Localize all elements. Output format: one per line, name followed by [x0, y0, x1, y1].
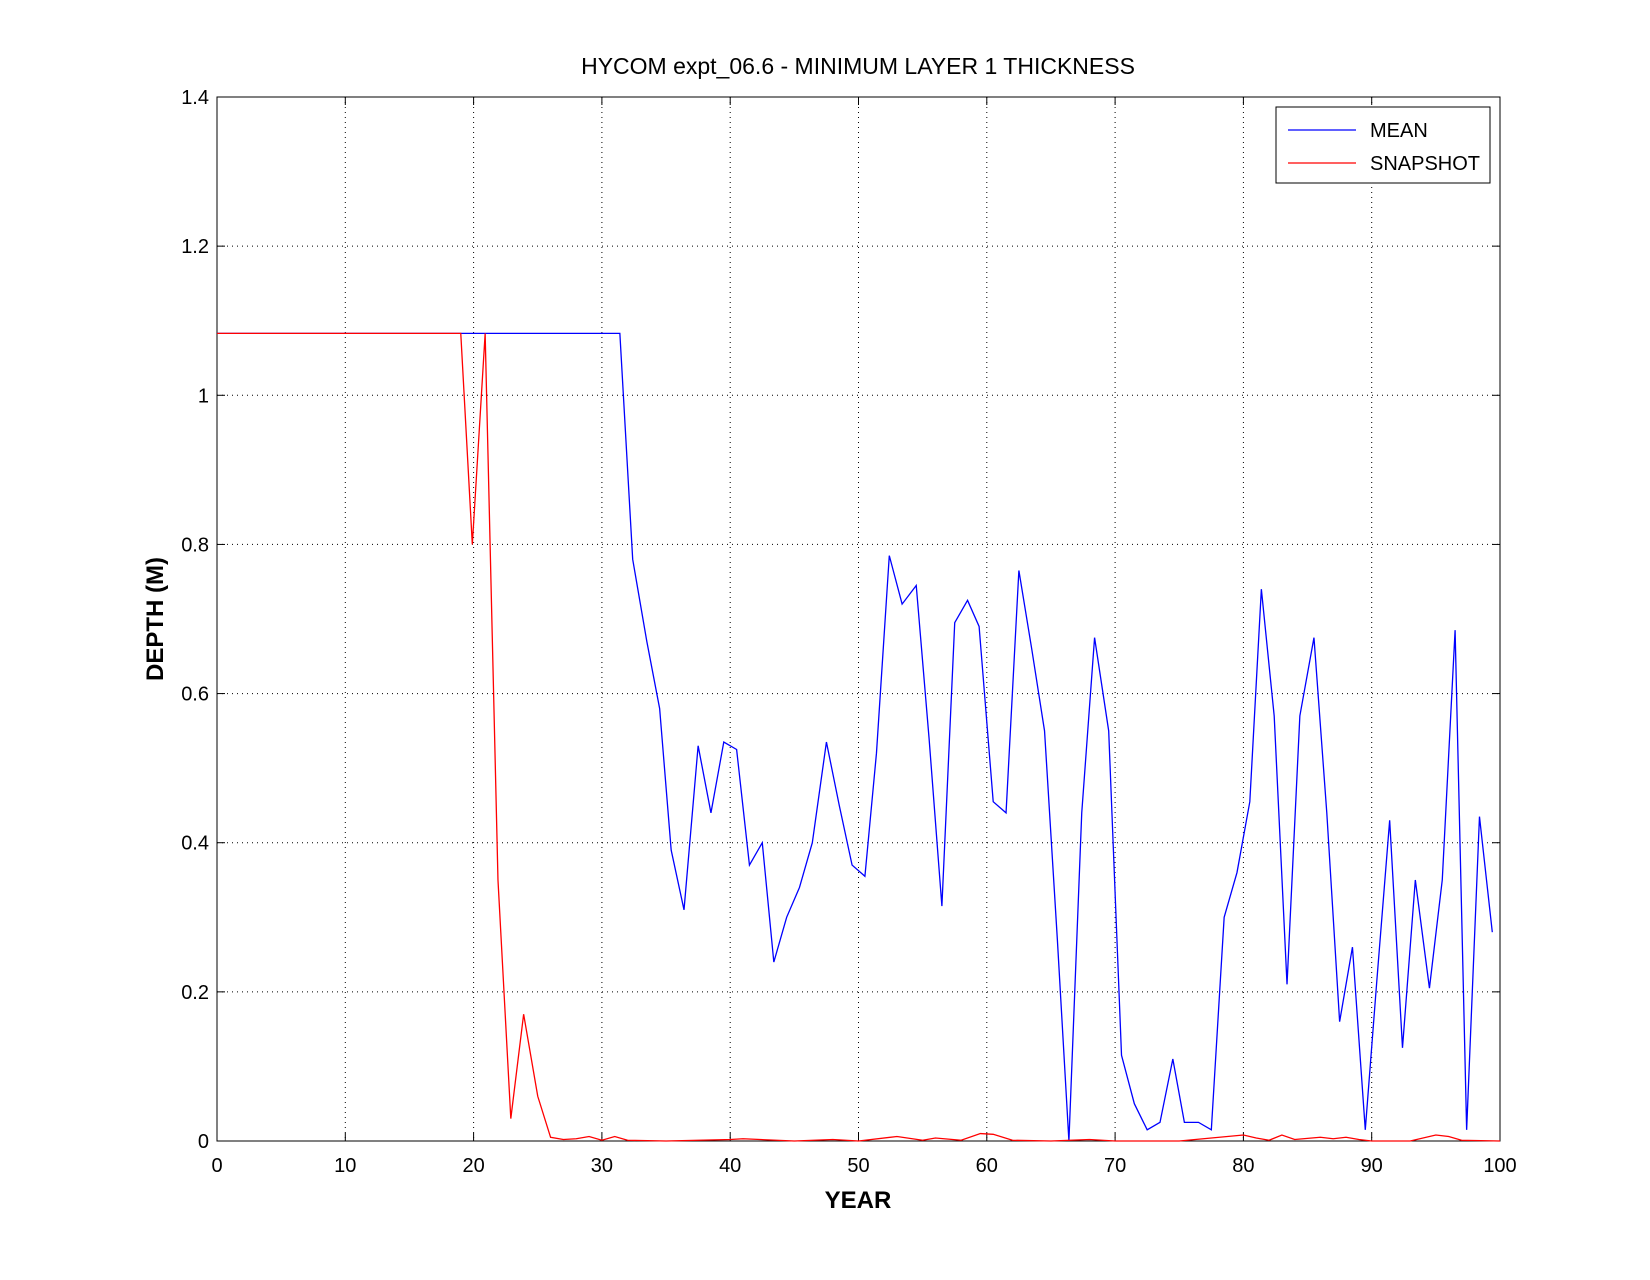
y-axis-label: DEPTH (M): [142, 557, 169, 681]
line-series: [217, 332, 1493, 1142]
chart-title: HYCOM expt_06.6 - MINIMUM LAYER 1 THICKN…: [581, 53, 1135, 79]
x-tick-label: 30: [591, 1155, 613, 1177]
x-tick-label: 40: [719, 1155, 741, 1177]
x-tick-label: 60: [976, 1155, 998, 1177]
y-tick-label: 0.8: [181, 534, 209, 556]
y-tick-label: 1.4: [181, 87, 209, 109]
legend-box: [1275, 106, 1491, 184]
y-tick-label: 0: [198, 1131, 209, 1153]
x-tick-label: 20: [462, 1155, 484, 1177]
x-tick-label: 80: [1232, 1155, 1254, 1177]
y-tick-label: 0.4: [181, 833, 209, 855]
y-tick-label: 1.2: [181, 236, 209, 258]
x-axis-label: YEAR: [825, 1187, 892, 1214]
line-series: [217, 332, 1501, 1142]
x-tick-label: 70: [1104, 1155, 1126, 1177]
legend-label: SNAPSHOT: [1370, 153, 1480, 175]
y-tick-label: 0.2: [181, 982, 209, 1004]
y-tick-label: 0.6: [181, 684, 209, 706]
x-tick-label: 90: [1361, 1155, 1383, 1177]
x-tick-label: 100: [1483, 1155, 1516, 1177]
y-tick-label: 1: [198, 385, 209, 407]
x-tick-label: 50: [847, 1155, 869, 1177]
plot-area: [217, 97, 1500, 1141]
x-tick-label: 10: [334, 1155, 356, 1177]
legend-label: MEAN: [1370, 120, 1428, 142]
x-tick-label: 0: [211, 1155, 222, 1177]
